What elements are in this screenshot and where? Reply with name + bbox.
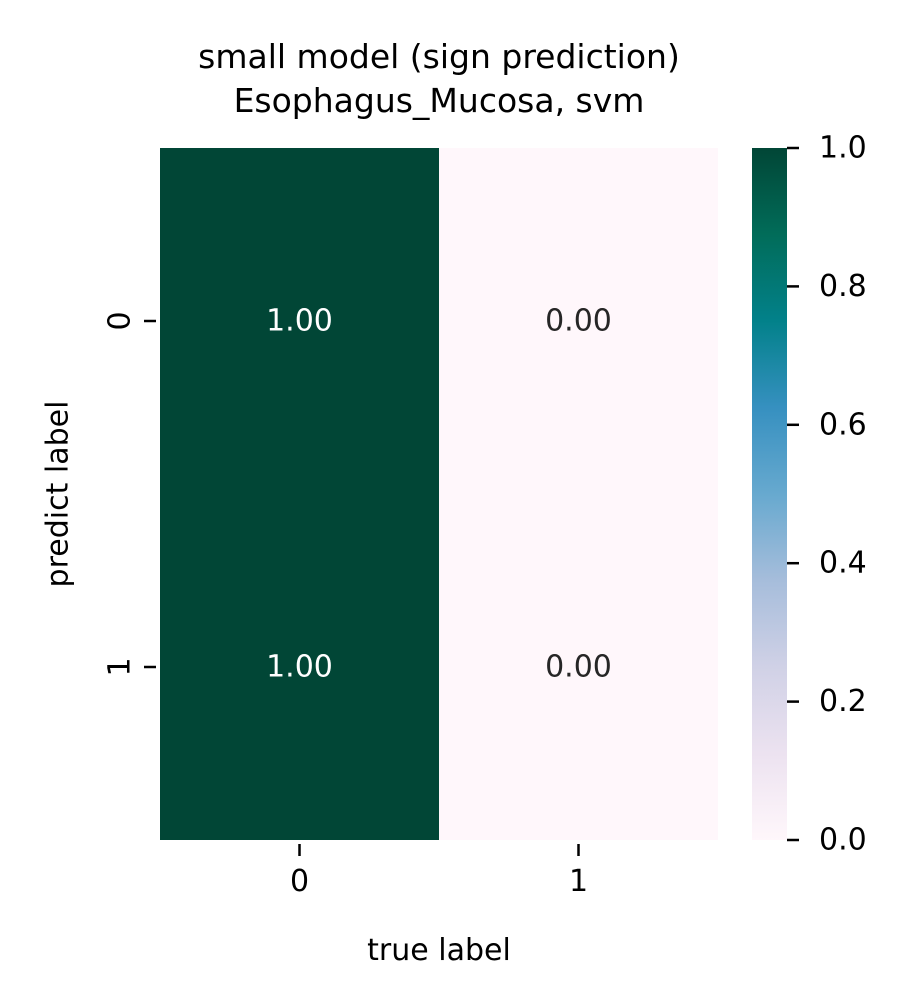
heatmap-cell	[439, 148, 718, 494]
cell-value-label: 0.00	[545, 650, 612, 685]
cell-value-label: 0.00	[545, 304, 612, 339]
y-tick-label: 1	[103, 657, 138, 676]
colorbar-tick-label: 0.2	[819, 684, 867, 719]
y-tick-label: 0	[103, 311, 138, 330]
y-axis-label: predict label	[41, 401, 76, 588]
cell-value-label: 1.00	[266, 650, 333, 685]
heatmap-cell	[160, 494, 439, 840]
chart-title: small model (sign prediction) Esophagus_M…	[198, 37, 680, 120]
heatmap-cells: 1.00 0.00 1.00 0.00	[160, 148, 718, 840]
colorbar-tick-label: 0.8	[819, 269, 867, 304]
heatmap-cell	[160, 148, 439, 494]
chart-title-line: small model (sign prediction)	[198, 37, 680, 76]
colorbar-tick-label: 0.4	[819, 546, 867, 581]
colorbar-tick-label: 0.0	[819, 823, 867, 858]
x-axis-label: true label	[367, 933, 511, 968]
colorbar: 0.0 0.2 0.4 0.6 0.8 1.0	[752, 131, 867, 858]
colorbar-tick-label: 0.6	[819, 407, 867, 442]
cell-value-label: 1.00	[266, 304, 333, 339]
x-tick-label: 1	[569, 864, 588, 899]
heatmap-cell	[439, 494, 718, 840]
y-axis: 0 1 predict label	[41, 311, 156, 677]
colorbar-gradient	[752, 148, 787, 840]
colorbar-tick-label: 1.0	[819, 131, 867, 166]
x-axis: 0 1 true label	[290, 844, 588, 968]
x-tick-label: 0	[290, 864, 309, 899]
chart-title-line: Esophagus_Mucosa, svm	[234, 81, 645, 120]
